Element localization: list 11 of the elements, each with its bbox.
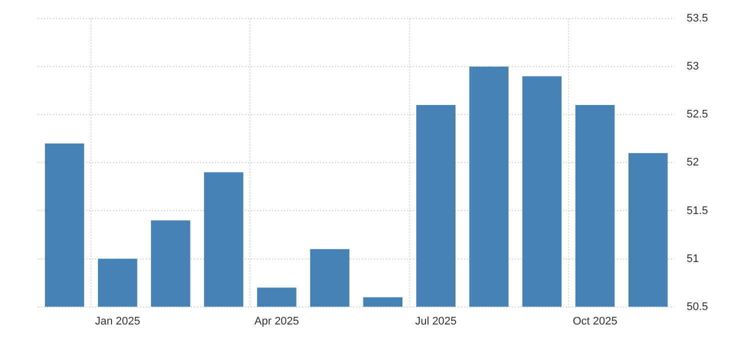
x-tick-label: Jul 2025	[415, 315, 457, 328]
y-tick-label: 50.5	[686, 300, 708, 313]
x-tick-label: Jan 2025	[94, 315, 140, 328]
y-tick-label: 52	[686, 156, 699, 169]
y-tick-label: 53.5	[686, 12, 708, 25]
y-tick-label: 51	[686, 252, 699, 265]
x-tick-label: Apr 2025	[254, 315, 300, 328]
x-tick-label: Oct 2025	[572, 315, 618, 328]
y-tick-label: 52.5	[686, 108, 708, 121]
y-tick-label: 53	[686, 60, 699, 73]
y-tick-label: 51.5	[686, 204, 708, 217]
